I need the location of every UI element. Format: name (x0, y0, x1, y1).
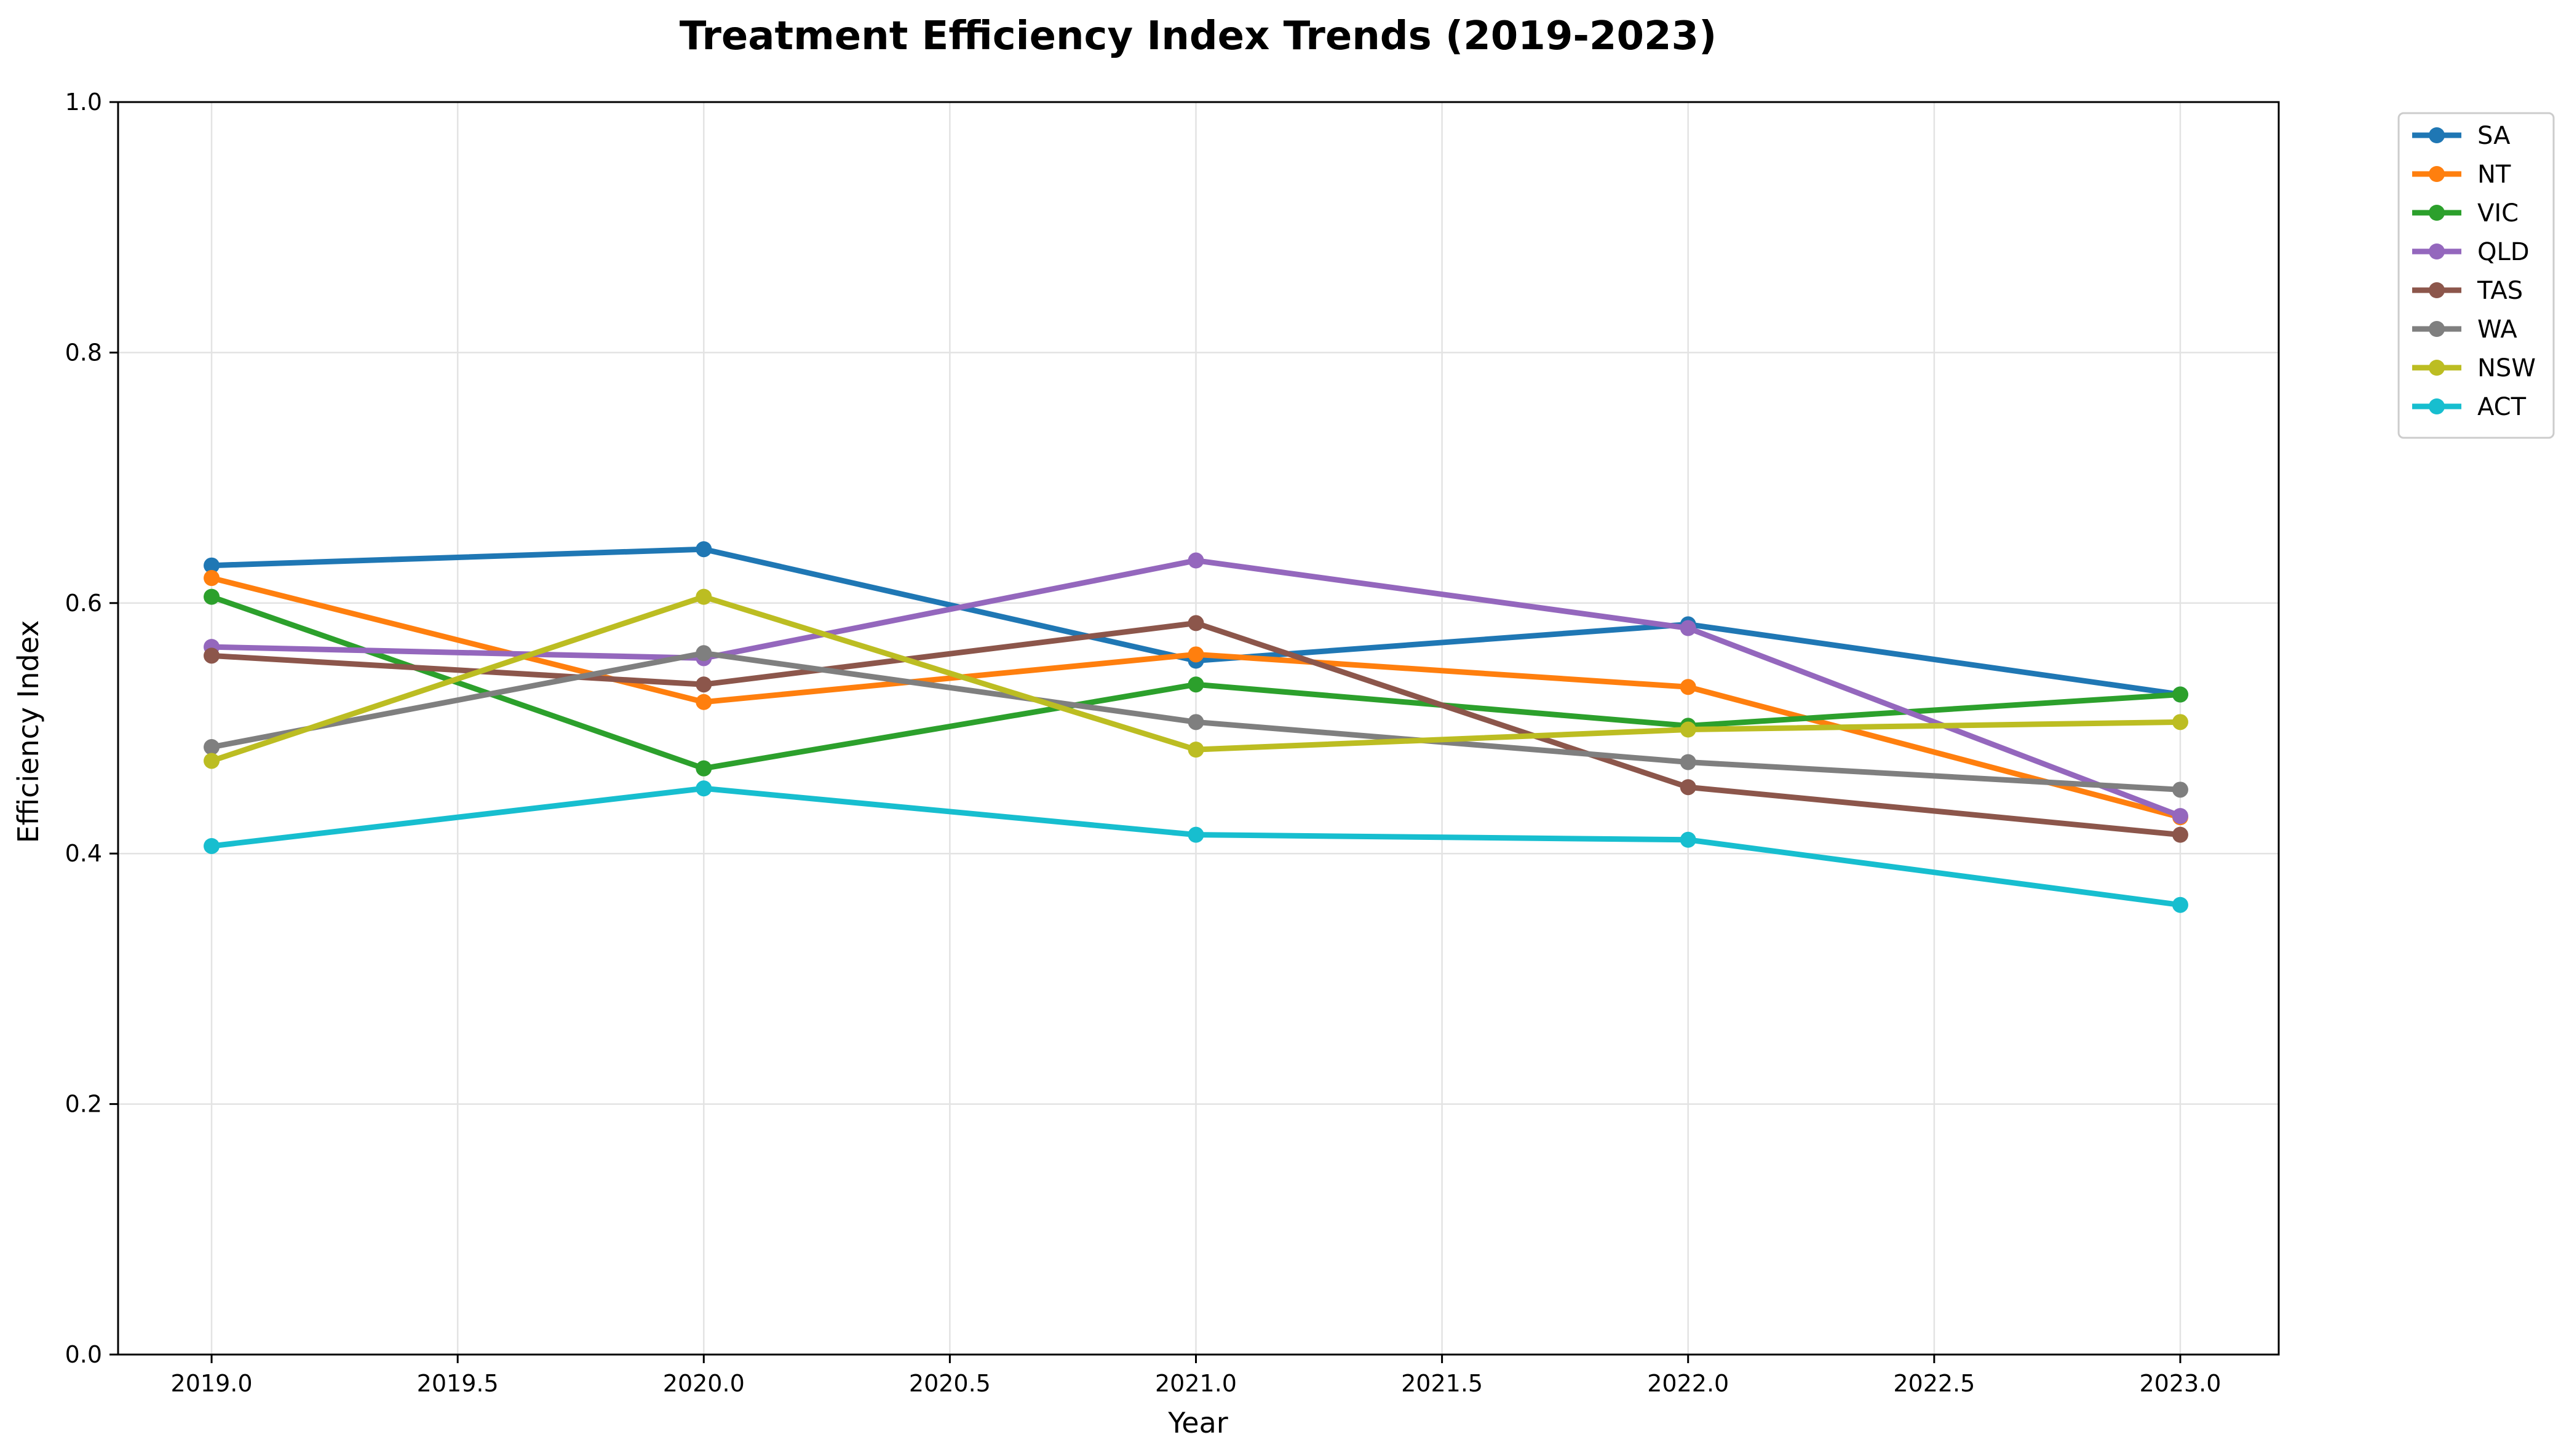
data-point-nsw (204, 753, 220, 769)
data-point-tas (2172, 826, 2188, 843)
data-point-vic (1188, 676, 1204, 693)
x-tick-label: 2022.5 (1893, 1370, 1975, 1397)
x-tick-label: 2019.0 (171, 1370, 253, 1397)
data-point-nsw (696, 588, 712, 605)
data-point-nsw (1188, 742, 1204, 758)
data-point-wa (1188, 714, 1204, 730)
legend-item-sa: SA (2412, 122, 2511, 150)
data-point-nt (696, 694, 712, 710)
y-axis: 0.0 0.2 0.4 0.6 0.8 1.0 (65, 89, 118, 1368)
chart-title: Treatment Efficiency Index Trends (2019-… (680, 14, 1717, 59)
data-point-qld (1188, 552, 1204, 569)
legend-item-tas: TAS (2412, 277, 2523, 305)
data-point-tas (1680, 779, 1696, 796)
data-point-act (696, 780, 712, 797)
y-tick-label: 0.4 (65, 840, 102, 867)
series-act (204, 780, 2188, 913)
legend-item-nt: NT (2412, 160, 2511, 189)
x-tick-label: 2020.0 (663, 1370, 745, 1397)
data-point-tas (204, 647, 220, 664)
legend-marker (2429, 321, 2445, 337)
x-tick-label: 2023.0 (2139, 1370, 2221, 1397)
x-axis: 2019.0 2019.5 2020.0 2020.5 2021.0 2021.5 2022… (171, 1355, 2221, 1397)
data-point-vic (204, 588, 220, 605)
legend-marker (2429, 282, 2445, 298)
data-point-nsw (1680, 721, 1696, 738)
data-point-wa (2172, 781, 2188, 798)
plot-area-frame (117, 101, 2280, 1356)
legend-label: WA (2477, 315, 2517, 344)
data-point-tas (696, 676, 712, 693)
data-point-nt (1680, 679, 1696, 695)
legend-item-wa: WA (2412, 315, 2517, 344)
legend-marker (2429, 398, 2445, 414)
data-point-vic (696, 760, 712, 777)
data-point-qld (2172, 808, 2188, 825)
data-point-wa (204, 739, 220, 756)
y-tick-label: 0.0 (65, 1341, 102, 1368)
legend-label: NSW (2477, 354, 2536, 382)
x-axis-label: Year (1167, 1406, 1228, 1439)
legend-item-nsw: NSW (2412, 354, 2536, 382)
y-tick-label: 1.0 (65, 89, 102, 116)
y-tick-label: 0.8 (65, 339, 102, 366)
series-wa (204, 645, 2188, 798)
legend-label: ACT (2477, 393, 2527, 421)
data-point-sa (696, 541, 712, 558)
legend: SA NT VIC QLD TAS WA NSW ACT (2397, 112, 2555, 439)
legend-marker (2429, 243, 2445, 259)
series-layer (204, 541, 2188, 913)
legend-box (2397, 112, 2555, 439)
y-tick-label: 0.6 (65, 590, 102, 617)
y-axis-label: Efficiency Index (12, 620, 45, 844)
data-point-qld (1680, 620, 1696, 636)
x-tick-label: 2019.5 (417, 1370, 499, 1397)
legend-label: VIC (2477, 199, 2519, 228)
data-point-wa (696, 645, 712, 662)
legend-marker (2429, 166, 2445, 182)
legend-label: SA (2477, 122, 2511, 150)
legend-label: QLD (2477, 238, 2530, 266)
data-point-tas (1188, 615, 1204, 631)
legend-item-qld: QLD (2412, 238, 2530, 266)
legend-label: NT (2477, 160, 2511, 189)
data-point-nt (1188, 646, 1204, 663)
x-tick-label: 2020.5 (909, 1370, 991, 1397)
x-tick-label: 2021.0 (1155, 1370, 1237, 1397)
data-point-wa (1680, 754, 1696, 770)
data-point-nt (204, 570, 220, 587)
data-point-act (1680, 831, 1696, 848)
legend-marker (2429, 127, 2445, 143)
data-point-act (2172, 896, 2188, 913)
series-tas (204, 615, 2188, 843)
data-point-nsw (2172, 714, 2188, 730)
legend-marker (2429, 205, 2445, 221)
data-point-act (204, 837, 220, 854)
series-nsw (204, 588, 2188, 769)
legend-item-vic: VIC (2412, 199, 2519, 228)
data-point-act (1188, 826, 1204, 843)
data-point-sa (204, 557, 220, 574)
series-vic (204, 588, 2188, 777)
legend-label: TAS (2477, 277, 2523, 305)
legend-item-act: ACT (2412, 393, 2527, 421)
data-point-vic (2172, 686, 2188, 703)
x-tick-label: 2022.0 (1647, 1370, 1729, 1397)
legend-marker (2429, 360, 2445, 376)
x-tick-label: 2021.5 (1401, 1370, 1483, 1397)
y-tick-label: 0.2 (65, 1091, 102, 1118)
